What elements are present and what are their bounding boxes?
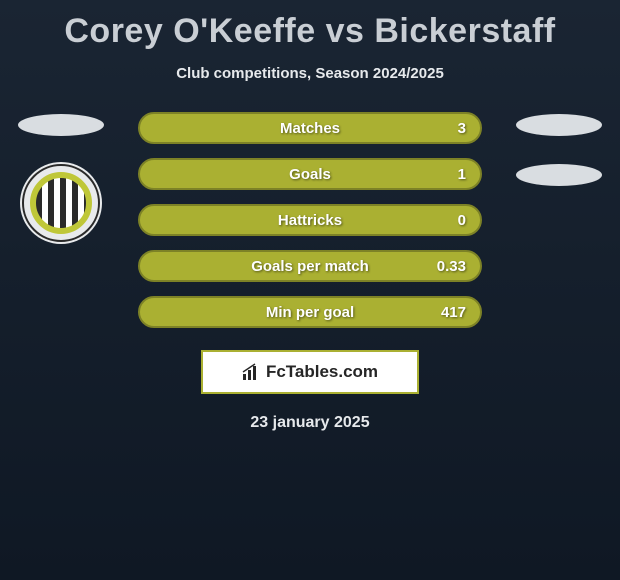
stat-label: Goals: [289, 166, 331, 183]
stat-label: Min per goal: [266, 304, 354, 321]
bar-chart-icon: [242, 363, 260, 381]
club-badge: [20, 162, 102, 244]
stat-value: 0: [458, 212, 466, 229]
page-title: Corey O'Keeffe vs Bickerstaff: [0, 0, 620, 51]
stat-label: Hattricks: [278, 212, 342, 229]
stat-row: Min per goal 417: [138, 296, 482, 328]
stat-value: 0.33: [437, 258, 466, 275]
stat-row: Matches 3: [138, 112, 482, 144]
player-right-marker-2: [516, 164, 602, 186]
stat-label: Matches: [280, 120, 340, 137]
stat-value: 417: [441, 304, 466, 321]
club-badge-inner: [30, 172, 92, 234]
branding-text: FcTables.com: [266, 362, 378, 382]
date-label: 23 january 2025: [0, 414, 620, 432]
comparison-panel: Matches 3 Goals 1 Hattricks 0 Goals per …: [0, 112, 620, 432]
subtitle: Club competitions, Season 2024/2025: [0, 65, 620, 82]
stat-row: Hattricks 0: [138, 204, 482, 236]
stats-bars: Matches 3 Goals 1 Hattricks 0 Goals per …: [138, 112, 482, 328]
player-right-marker: [516, 114, 602, 136]
player-left-marker: [18, 114, 104, 136]
stat-value: 1: [458, 166, 466, 183]
branding-box: FcTables.com: [201, 350, 419, 394]
stat-value: 3: [458, 120, 466, 137]
stat-row: Goals 1: [138, 158, 482, 190]
stat-row: Goals per match 0.33: [138, 250, 482, 282]
stat-label: Goals per match: [251, 258, 369, 275]
